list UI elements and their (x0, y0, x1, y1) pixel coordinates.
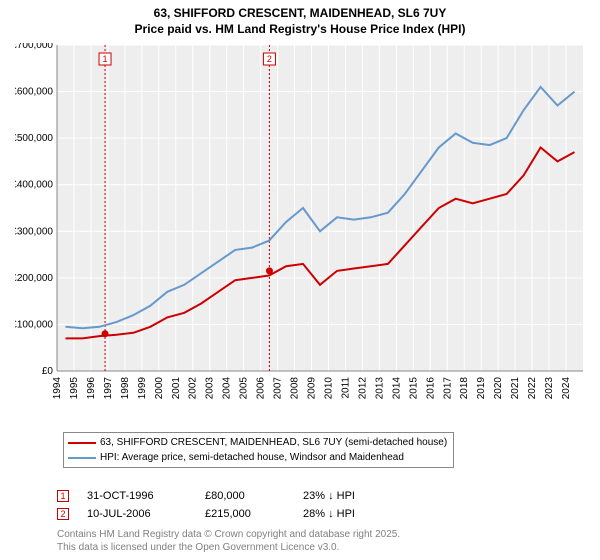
title-line-1: 63, SHIFFORD CRESCENT, MAIDENHEAD, SL6 7… (0, 6, 600, 22)
svg-text:£400,000: £400,000 (15, 180, 53, 191)
attribution: Contains HM Land Registry data © Crown c… (57, 528, 400, 554)
svg-text:2003: 2003 (205, 377, 216, 400)
legend-label: HPI: Average price, semi-detached house,… (100, 450, 404, 465)
svg-text:£600,000: £600,000 (15, 87, 53, 98)
svg-text:2005: 2005 (239, 377, 250, 400)
svg-text:2017: 2017 (442, 377, 453, 400)
sale-row: 2 10-JUL-2006 £215,000 28% ↓ HPI (57, 508, 383, 520)
legend-item: 63, SHIFFORD CRESCENT, MAIDENHEAD, SL6 7… (68, 435, 447, 450)
svg-text:2006: 2006 (256, 377, 267, 400)
svg-text:2: 2 (267, 54, 272, 64)
sale-diff: 23% ↓ HPI (303, 490, 383, 502)
sale-row: 1 31-OCT-1996 £80,000 23% ↓ HPI (57, 490, 383, 502)
sale-details: 1 31-OCT-1996 £80,000 23% ↓ HPI 2 10-JUL… (57, 490, 383, 526)
svg-text:2009: 2009 (307, 377, 318, 400)
svg-text:2004: 2004 (222, 377, 233, 400)
svg-text:1997: 1997 (103, 377, 114, 400)
sale-date: 31-OCT-1996 (87, 490, 187, 502)
sale-date: 10-JUL-2006 (87, 508, 187, 520)
svg-text:2002: 2002 (188, 377, 199, 400)
legend-swatch-icon (68, 442, 96, 444)
svg-text:2013: 2013 (374, 377, 385, 400)
svg-text:2016: 2016 (425, 377, 436, 400)
legend-swatch-icon (68, 457, 96, 459)
sale-price: £215,000 (205, 508, 285, 520)
svg-text:2000: 2000 (154, 377, 165, 400)
svg-text:£700,000: £700,000 (15, 43, 53, 51)
svg-text:2024: 2024 (561, 377, 572, 400)
svg-text:2010: 2010 (323, 377, 334, 400)
svg-text:£300,000: £300,000 (15, 226, 53, 237)
legend-label: 63, SHIFFORD CRESCENT, MAIDENHEAD, SL6 7… (100, 435, 447, 450)
svg-text:£0: £0 (42, 366, 54, 377)
svg-text:1996: 1996 (86, 377, 97, 400)
svg-text:2001: 2001 (171, 377, 182, 400)
svg-text:2018: 2018 (459, 377, 470, 400)
svg-text:2019: 2019 (476, 377, 487, 400)
svg-text:2012: 2012 (357, 377, 368, 400)
svg-text:£100,000: £100,000 (15, 320, 53, 331)
svg-text:£200,000: £200,000 (15, 273, 53, 284)
sale-diff: 28% ↓ HPI (303, 508, 383, 520)
sale-price: £80,000 (205, 490, 285, 502)
svg-text:1994: 1994 (52, 377, 63, 400)
chart-title: 63, SHIFFORD CRESCENT, MAIDENHEAD, SL6 7… (0, 0, 600, 37)
svg-text:2022: 2022 (527, 377, 538, 400)
svg-text:2020: 2020 (493, 377, 504, 400)
chart-container: 63, SHIFFORD CRESCENT, MAIDENHEAD, SL6 7… (0, 0, 600, 560)
chart-svg: £0 £100,000 £200,000 £300,000 £400,000 £500,0… (15, 43, 585, 421)
legend: 63, SHIFFORD CRESCENT, MAIDENHEAD, SL6 7… (63, 432, 454, 468)
svg-text:2015: 2015 (408, 377, 419, 400)
svg-text:2008: 2008 (290, 377, 301, 400)
svg-text:1999: 1999 (137, 377, 148, 400)
attribution-line: Contains HM Land Registry data © Crown c… (57, 528, 400, 541)
legend-item: HPI: Average price, semi-detached house,… (68, 450, 447, 465)
svg-text:1998: 1998 (120, 377, 131, 400)
sale-marker-icon: 2 (57, 508, 69, 520)
svg-text:2021: 2021 (510, 377, 521, 400)
attribution-line: This data is licensed under the Open Gov… (57, 541, 400, 554)
svg-text:1995: 1995 (69, 377, 80, 400)
svg-text:2011: 2011 (340, 377, 351, 399)
svg-text:£500,000: £500,000 (15, 133, 53, 144)
svg-text:2014: 2014 (391, 377, 402, 400)
svg-text:2007: 2007 (273, 377, 284, 400)
title-line-2: Price paid vs. HM Land Registry's House … (0, 22, 600, 38)
svg-text:2023: 2023 (544, 377, 555, 400)
svg-text:1: 1 (103, 54, 108, 64)
chart-area: £0 £100,000 £200,000 £300,000 £400,000 £500,0… (15, 43, 585, 421)
sale-marker-icon: 1 (57, 490, 69, 502)
